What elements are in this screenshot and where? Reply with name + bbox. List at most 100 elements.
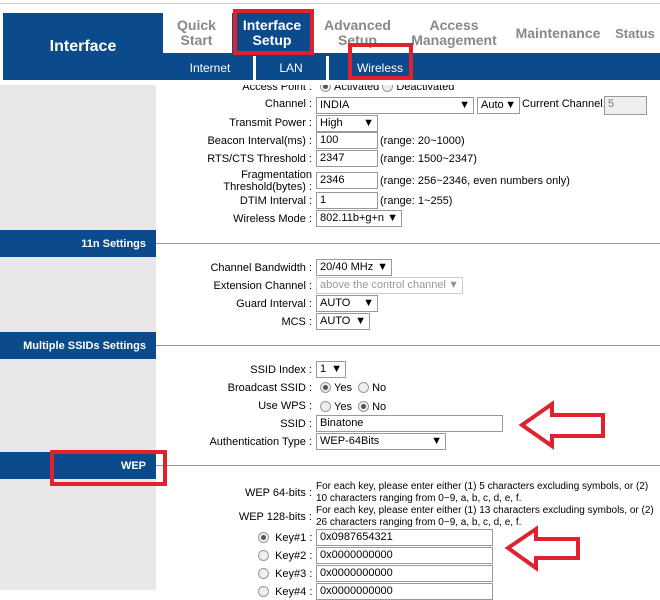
dropdown-arrow-icon: ▼ (459, 99, 470, 111)
key4-label: Key#4 (275, 586, 307, 598)
top-divider (0, 3, 660, 4)
key4-row: Key#4 : (258, 586, 312, 598)
key1-row: Key#1 : (258, 532, 312, 544)
guard-interval-select[interactable]: AUTO ▼ (316, 295, 378, 312)
key3-input[interactable]: 0x0000000000 (316, 565, 493, 582)
wireless-mode-select[interactable]: 802.11b+g+n ▼ (316, 210, 402, 227)
tab-status[interactable]: Status (615, 25, 655, 41)
dropdown-arrow-icon: ▼ (355, 315, 366, 327)
key2-row: Key#2 : (258, 550, 312, 562)
use-wps-radios: Yes No (320, 401, 386, 413)
dropdown-arrow-icon: ▼ (387, 212, 398, 224)
wep64-note: For each key, please enter either (1) 5 … (316, 481, 658, 505)
subtab-wireless[interactable]: Wireless (356, 61, 403, 75)
subtab-separator (253, 56, 256, 80)
beacon-label: Beacon Interval(ms) : (207, 135, 312, 147)
wep64-note-line2: ranging from 0~9, a, b, c, d, e, f. (379, 493, 522, 504)
channel-bandwidth-value: 20/40 MHz (320, 261, 374, 273)
key2-input[interactable]: 0x0000000000 (316, 547, 493, 564)
channel-bandwidth-select[interactable]: 20/40 MHz ▼ (316, 259, 392, 276)
ssid-index-select[interactable]: 1 ▼ (316, 361, 346, 378)
highlight-box-wireless (348, 43, 413, 80)
ssid-input[interactable]: Binatone (316, 415, 503, 432)
header-gap (0, 80, 660, 85)
tab-maintenance[interactable]: Maintenance (515, 24, 601, 41)
wireless-mode-value: 802.11b+g+n (320, 212, 385, 224)
beacon-input[interactable]: 100 (316, 132, 378, 149)
fragmentation-input[interactable]: 2346 (316, 172, 378, 189)
key1-radio[interactable] (258, 532, 269, 543)
section-divider (156, 465, 660, 466)
key4-radio[interactable] (258, 586, 269, 597)
transmit-power-label: Transmit Power : (229, 117, 312, 129)
auth-type-label: Authentication Type : (209, 436, 312, 448)
fragmentation-range: (range: 256~2346, even numbers only) (380, 175, 570, 187)
red-arrow-left-icon (518, 400, 605, 450)
tab-quick-start[interactable]: Quick Start (177, 17, 216, 48)
channel-select[interactable]: INDIA ▼ (316, 97, 474, 114)
wep64-label: WEP 64-bits : (244, 487, 312, 499)
section-divider (156, 345, 660, 346)
ssid-label: SSID : (280, 418, 312, 430)
yes-label: Yes (334, 401, 352, 413)
key3-radio[interactable] (258, 568, 269, 579)
broadcast-ssid-label: Broadcast SSID : (227, 382, 312, 394)
key3-row: Key#3 : (258, 568, 312, 580)
key2-radio[interactable] (258, 550, 269, 561)
section-divider (156, 243, 660, 244)
fragmentation-label: Fragmentation Threshold(bytes) : (223, 169, 312, 193)
wep128-note: For each key, please enter either (1) 13… (316, 505, 658, 529)
current-channel-label: Current Channel: (522, 98, 606, 110)
mcs-label: MCS : (281, 316, 312, 328)
extension-channel-label: Extension Channel : (213, 280, 312, 292)
highlight-box-interface-setup (233, 9, 314, 55)
red-arrow-left-icon (504, 525, 580, 572)
dropdown-arrow-icon: ▼ (505, 99, 516, 111)
key1-input[interactable]: 0x0987654321 (316, 529, 493, 546)
channel-label: Channel : (264, 98, 312, 110)
dtim-range: (range: 1~255) (380, 195, 453, 207)
broadcast-ssid-radios: Yes No (320, 382, 386, 394)
key4-input[interactable]: 0x0000000000 (316, 583, 493, 600)
subtab-separator (326, 56, 329, 80)
broadcast-yes-radio[interactable] (320, 382, 331, 393)
tab-interface-setup[interactable]: Interface Setup (232, 13, 312, 53)
subtab-lan[interactable]: LAN (279, 61, 303, 75)
broadcast-no-radio[interactable] (358, 382, 370, 393)
subtab-internet[interactable]: Internet (189, 61, 231, 75)
section-wep: WEP (0, 452, 156, 479)
transmit-power-value: High (320, 117, 343, 129)
highlight-box-wep (50, 450, 167, 486)
channel-bandwidth-label: Channel Bandwidth : (210, 262, 312, 274)
tab-access-management[interactable]: Access Management (411, 17, 497, 48)
mcs-value: AUTO (320, 315, 351, 327)
auth-type-select[interactable]: WEP-64Bits ▼ (316, 433, 446, 450)
dtim-label: DTIM Interval : (239, 195, 312, 207)
brand-title: Interface (49, 37, 117, 55)
rts-range: (range: 1500~2347) (380, 153, 477, 165)
ssid-index-value: 1 (320, 363, 327, 375)
no-label: No (372, 401, 387, 413)
wep64-note-line1: For each key, please enter either (1) 5 … (316, 481, 649, 504)
dtim-input[interactable]: 1 (316, 192, 378, 209)
channel-auto-value: Auto (481, 99, 504, 111)
ssid-index-label: SSID Index : (250, 364, 312, 376)
channel-value: INDIA (320, 99, 350, 111)
wireless-mode-label: Wireless Mode : (233, 213, 312, 225)
mcs-select[interactable]: AUTO ▼ (316, 313, 370, 330)
dropdown-arrow-icon: ▼ (448, 279, 459, 291)
auth-type-value: WEP-64Bits (320, 435, 380, 447)
use-wps-label: Use WPS : (258, 400, 312, 412)
dropdown-arrow-icon: ▼ (377, 261, 388, 273)
section-11n-settings: 11n Settings (0, 230, 156, 257)
transmit-power-select[interactable]: High ▼ (316, 115, 378, 132)
channel-auto-select[interactable]: Auto ▼ (477, 97, 520, 114)
wep128-note-line2: ranging from 0~9, a, b, c, d, e, f. (379, 517, 522, 528)
rts-input[interactable]: 2347 (316, 150, 378, 167)
extension-channel-select[interactable]: above the control channel ▼ (316, 277, 463, 294)
extension-channel-value: above the control channel (320, 279, 446, 291)
dropdown-arrow-icon: ▼ (431, 435, 442, 447)
wps-no-radio[interactable] (358, 401, 370, 412)
wps-yes-radio[interactable] (320, 401, 331, 412)
key3-label: Key#3 (275, 568, 307, 580)
